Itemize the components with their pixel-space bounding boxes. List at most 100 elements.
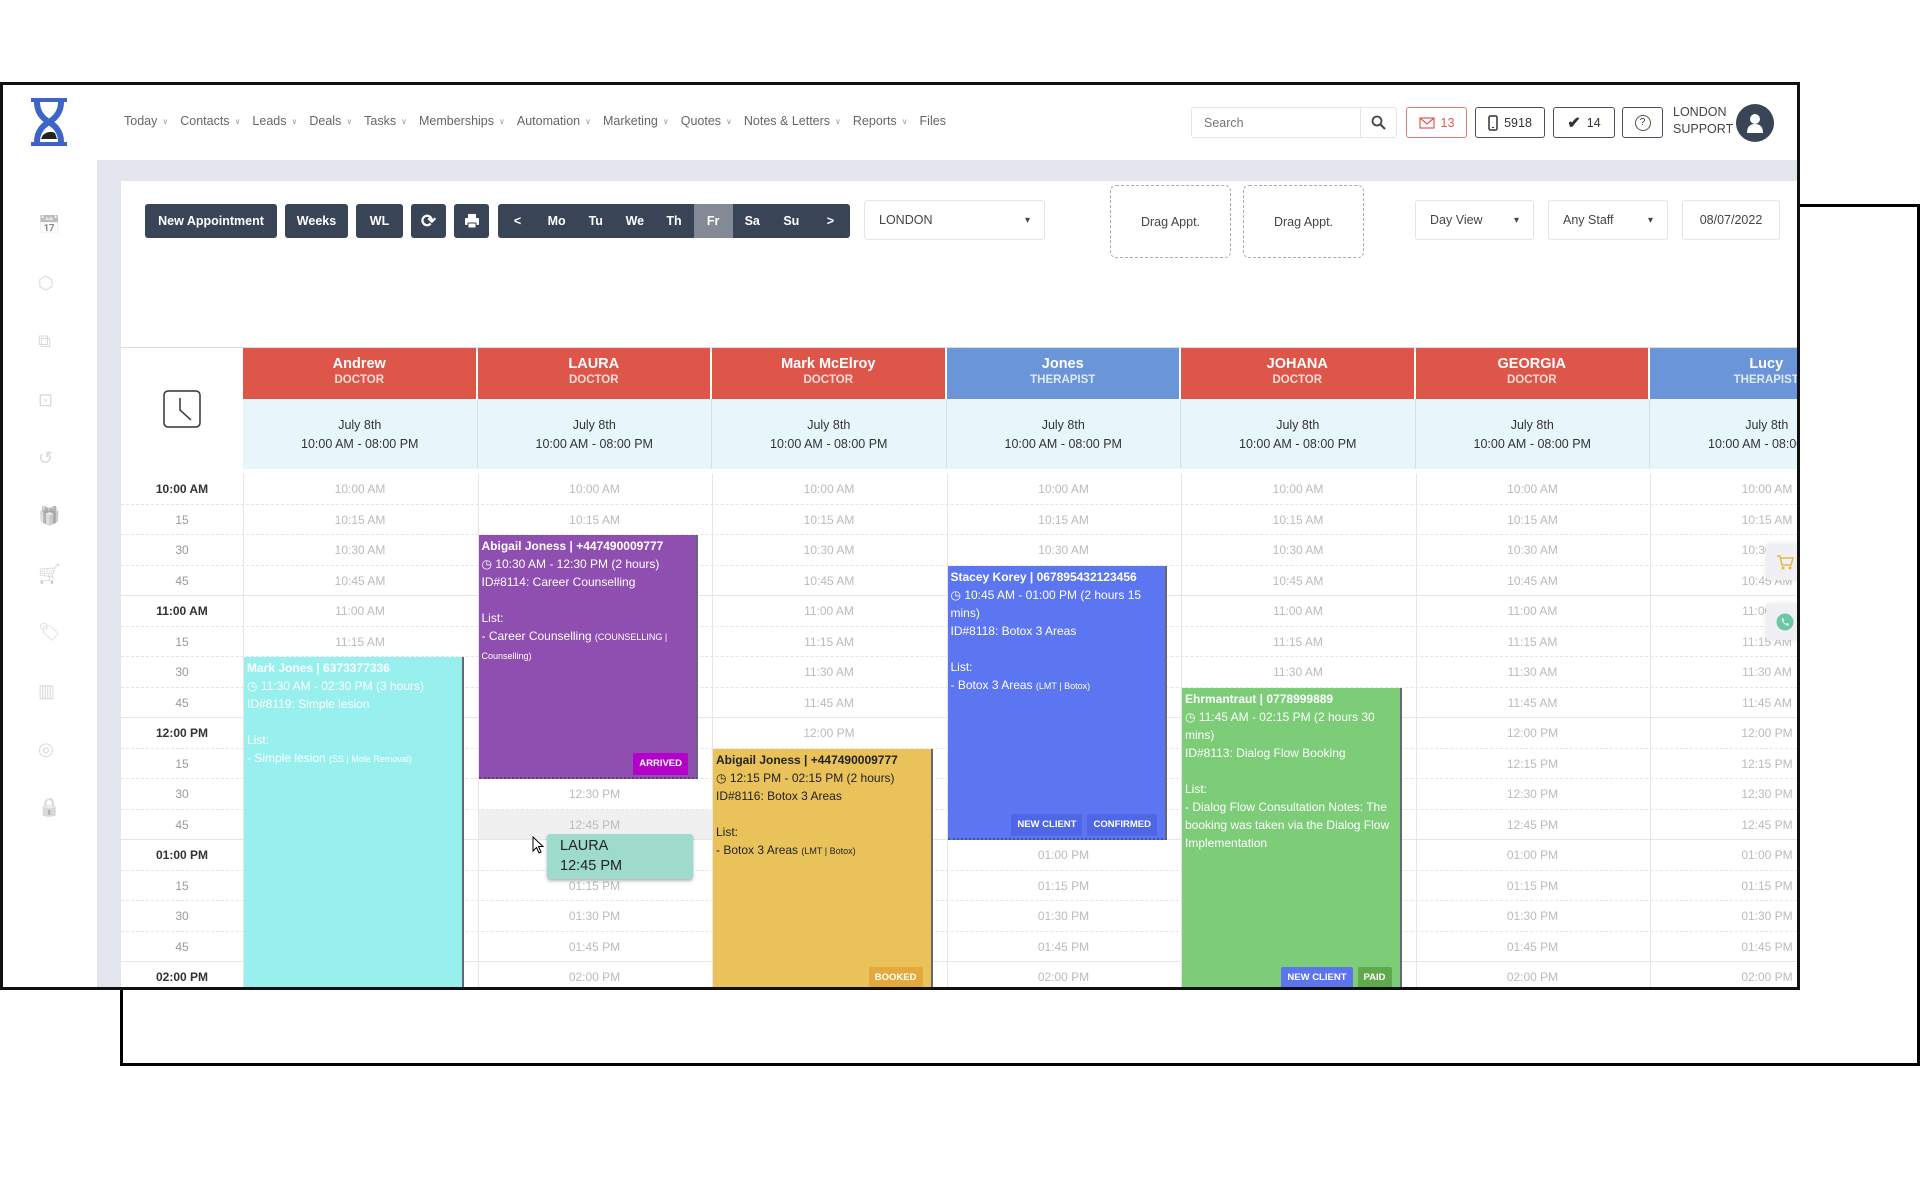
time-slot[interactable]: 10:00 AM: [334, 482, 386, 496]
drag-appointment-slot-1[interactable]: Drag Appt.: [1110, 185, 1231, 258]
time-slot[interactable]: 10:00 AM: [1507, 482, 1558, 496]
nav-files[interactable]: Files: [920, 114, 946, 128]
tasks-button[interactable]: ✔ 14: [1553, 107, 1615, 138]
time-slot[interactable]: 10:30 AM: [1272, 543, 1324, 557]
logo-icon[interactable]: [25, 97, 73, 147]
time-slot[interactable]: 11:15 AM: [804, 634, 854, 649]
nav-contacts[interactable]: Contacts ∨: [180, 114, 240, 128]
staff-header-andrew[interactable]: Andrew DOCTOR: [243, 348, 478, 399]
time-slot[interactable]: 12:30 PM: [1506, 787, 1559, 801]
time-slot[interactable]: 12:30 PM: [1741, 787, 1793, 801]
nav-tasks[interactable]: Tasks ∨: [364, 114, 407, 128]
time-slot[interactable]: 01:15 PM: [1506, 878, 1559, 893]
lock-icon[interactable]: 🔒: [38, 797, 61, 817]
time-slot[interactable]: 11:30 AM: [1507, 665, 1558, 679]
time-slot[interactable]: 10:15 AM: [1507, 512, 1558, 527]
report-icon[interactable]: ▥: [38, 680, 56, 701]
time-slot[interactable]: 01:15 PM: [568, 878, 621, 893]
time-slot[interactable]: 10:45 AM: [1507, 573, 1558, 588]
nav-quotes[interactable]: Quotes ∨: [681, 114, 732, 128]
calendar-icon[interactable]: 📅: [38, 215, 61, 235]
time-slot[interactable]: 11:30 AM: [1742, 665, 1792, 679]
time-slot[interactable]: 02:00 PM: [1741, 970, 1793, 984]
appointment-card[interactable]: Mark Jones | 6373377336 ◷ 11:30 AM - 02:3…: [244, 657, 464, 987]
day-sa-button[interactable]: Sa: [744, 214, 760, 228]
nav-memberships[interactable]: Memberships ∨: [419, 114, 505, 128]
staff-header-lucy[interactable]: Lucy THERAPIST: [1650, 348, 1797, 399]
appointment-card[interactable]: Ehrmantraut | 0778999889 ◷ 11:45 AM - 02:…: [1182, 687, 1402, 987]
next-day-button[interactable]: >: [826, 214, 835, 228]
time-slot[interactable]: 10:45 AM: [803, 573, 855, 588]
time-slot[interactable]: 11:00 AM: [335, 604, 385, 618]
time-slot[interactable]: 12:15 PM: [1741, 756, 1793, 771]
refresh-button[interactable]: ⟳: [411, 204, 446, 238]
search-input[interactable]: [1192, 108, 1360, 137]
day-mo-button[interactable]: Mo: [547, 214, 566, 228]
nav-notes-letters[interactable]: Notes & Letters ∨: [744, 114, 841, 128]
call-float-button[interactable]: [1766, 604, 1797, 640]
appointment-card[interactable]: Stacey Korey | 067895432123456 ◷ 10:45 AM…: [947, 565, 1167, 840]
new-appointment-button[interactable]: New Appointment: [145, 204, 277, 238]
day-fr-button[interactable]: Fr: [693, 204, 733, 238]
user-name[interactable]: LONDON SUPPORT: [1673, 104, 1733, 138]
time-slot[interactable]: 10:15 AM: [1038, 512, 1089, 527]
time-slot[interactable]: 11:30 AM: [1273, 665, 1323, 679]
time-slot[interactable]: 01:45 PM: [1506, 939, 1559, 954]
time-slot[interactable]: 11:15 AM: [335, 634, 385, 649]
time-slot[interactable]: 11:00 AM: [804, 604, 854, 618]
time-slot[interactable]: 10:30 AM: [803, 543, 855, 557]
staff-header-laura[interactable]: LAURA DOCTOR: [477, 348, 712, 399]
nav-deals[interactable]: Deals ∨: [309, 114, 352, 128]
staff-header-jones[interactable]: Jones THERAPIST: [946, 348, 1181, 399]
time-slot[interactable]: 10:00 AM: [803, 482, 855, 496]
time-slot[interactable]: 12:30 PM: [568, 787, 621, 801]
user-sync-icon[interactable]: ◎: [38, 738, 54, 759]
nav-automation[interactable]: Automation ∨: [517, 114, 591, 128]
nav-today[interactable]: Today ∨: [124, 114, 168, 128]
time-slot[interactable]: 10:15 AM: [334, 512, 386, 527]
appointment-card[interactable]: Abigail Joness | +447490009777 ◷ 12:15 PM…: [713, 748, 933, 987]
time-slot[interactable]: 10:45 AM: [1272, 573, 1324, 588]
time-slot[interactable]: 11:00 AM: [1273, 604, 1323, 618]
drag-appointment-slot-2[interactable]: Drag Appt.: [1243, 185, 1364, 258]
day-su-button[interactable]: Su: [783, 214, 800, 228]
time-slot[interactable]: 10:30 AM: [334, 543, 386, 557]
day-tu-button[interactable]: Tu: [588, 214, 603, 228]
weeks-button[interactable]: Weeks: [285, 204, 348, 238]
time-slot[interactable]: 10:15 AM: [569, 512, 620, 527]
staff-header-johana[interactable]: JOHANA DOCTOR: [1181, 348, 1416, 399]
drag-ghost[interactable]: LAURA 12:45 PM: [547, 833, 693, 879]
time-slot[interactable]: 12:45 PM: [568, 817, 621, 832]
time-slot[interactable]: 02:00 PM: [1037, 970, 1090, 984]
staff-header-mark-mcelroy[interactable]: Mark McElroy DOCTOR: [712, 348, 947, 399]
time-slot[interactable]: 01:45 PM: [1741, 939, 1793, 954]
staff-select[interactable]: Any Staff ▾: [1548, 200, 1668, 240]
time-slot[interactable]: 11:45 AM: [804, 695, 854, 710]
time-slot[interactable]: 01:15 PM: [1037, 878, 1090, 893]
wl-button[interactable]: WL: [356, 204, 403, 238]
gift-icon[interactable]: 🎁: [38, 506, 61, 526]
time-slot[interactable]: 12:45 PM: [1506, 817, 1559, 832]
inbox-icon[interactable]: ⊡: [38, 389, 54, 410]
time-slot[interactable]: 10:30 AM: [1038, 543, 1089, 557]
prev-day-button[interactable]: <: [513, 214, 522, 228]
time-slot[interactable]: 01:45 PM: [568, 939, 621, 954]
mail-button[interactable]: 13: [1406, 107, 1467, 138]
appointment-card[interactable]: Abigail Joness | +447490009777 ◷ 10:30 AM…: [478, 535, 698, 779]
box-icon[interactable]: ⬡: [38, 273, 54, 294]
time-slot[interactable]: 01:15 PM: [1741, 878, 1793, 893]
time-slot[interactable]: 12:00 PM: [1506, 726, 1559, 740]
time-slot[interactable]: 12:15 PM: [1506, 756, 1559, 771]
time-slot[interactable]: 11:45 AM: [1507, 695, 1558, 710]
time-slot[interactable]: 10:00 AM: [1272, 482, 1324, 496]
phone-button[interactable]: 5918: [1475, 107, 1545, 138]
time-slot[interactable]: 01:00 PM: [1741, 848, 1793, 862]
time-slot[interactable]: 12:00 PM: [803, 726, 855, 740]
time-slot[interactable]: 02:00 PM: [1506, 970, 1559, 984]
time-slot[interactable]: 01:00 PM: [1506, 848, 1559, 862]
nav-leads[interactable]: Leads ∨: [252, 114, 297, 128]
time-slot[interactable]: 01:30 PM: [1506, 909, 1559, 923]
day-th-button[interactable]: Th: [666, 214, 682, 228]
nav-reports[interactable]: Reports ∨: [853, 114, 908, 128]
time-slot[interactable]: 10:15 AM: [803, 512, 855, 527]
